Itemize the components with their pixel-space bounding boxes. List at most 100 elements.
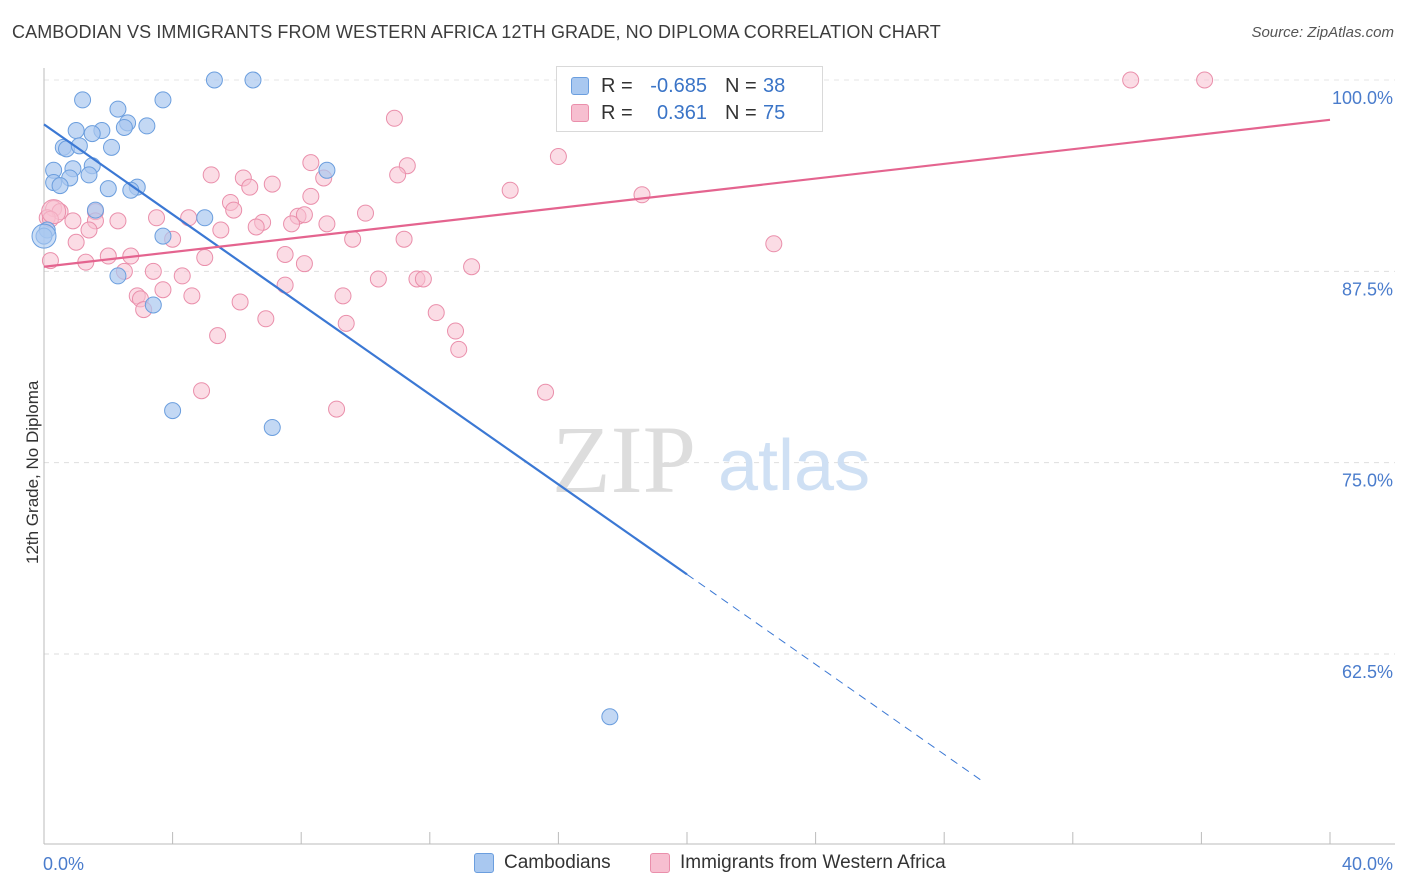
legend-label: Immigrants from Western Africa [680, 852, 946, 873]
cambodian-point [196, 209, 214, 227]
wafrica-point [99, 247, 117, 265]
wafrica-point [154, 281, 172, 299]
wafrica-point [173, 267, 191, 285]
cambodian-point [164, 402, 182, 420]
wafrica-point [276, 245, 294, 263]
cambodians-swatch [571, 77, 589, 95]
cambodian-point [86, 201, 104, 219]
wafrica-point [263, 175, 281, 193]
wafrica-trend-line [43, 118, 1331, 268]
wafrica-point [450, 340, 468, 358]
wafrica-point [765, 235, 783, 253]
wafrica-point [67, 233, 85, 251]
wafrica-point [549, 148, 567, 166]
cambodian-points [31, 71, 619, 726]
cambodian-point [138, 117, 156, 135]
stats-row-wafrica: R = 0.361 N = 75 [571, 100, 785, 126]
cambodian-point [109, 100, 127, 118]
wafrica-point [414, 270, 432, 288]
wafrica-point [202, 166, 220, 184]
wafrica-point [1122, 71, 1140, 89]
wafrica-point [212, 221, 230, 239]
r-label: R = [601, 101, 633, 124]
wafrica-point [283, 215, 301, 233]
y-tick-label: 87.5% [1342, 279, 1393, 299]
cambodian-point [31, 223, 57, 249]
wafrica-point [180, 209, 198, 227]
x-tick-label-min: 0.0% [43, 854, 84, 874]
wafrica-point [389, 166, 407, 184]
tick-labels: 62.5% 75.0% 87.5% 100.0% 0.0% 40.0% [43, 88, 1393, 874]
x-tick-label-max: 40.0% [1342, 854, 1393, 874]
cambodian-point [144, 296, 162, 314]
y-tick-label: 100.0% [1332, 88, 1393, 108]
wafrica-point [302, 187, 320, 205]
wafrica-point [247, 218, 265, 236]
series-legend: Cambodians Immigrants from Western Afric… [0, 852, 1406, 878]
n-value: 75 [763, 101, 786, 124]
y-tick-label: 62.5% [1342, 662, 1393, 682]
cambodians-trend-line [43, 123, 688, 576]
wafrica-point [193, 382, 211, 400]
wafrica-point [80, 221, 98, 239]
wafrica-swatch [571, 104, 589, 122]
axes [43, 68, 1395, 845]
legend-item-cambodians[interactable]: Cambodians [474, 852, 611, 874]
wafrica-point [257, 310, 275, 328]
r-value: -0.685 [650, 74, 707, 97]
wafrica-point [302, 154, 320, 172]
cambodian-point [67, 122, 85, 140]
cambodians-legend-swatch [474, 853, 494, 873]
wafrica-point [537, 383, 555, 401]
cambodian-point [80, 166, 98, 184]
cambodian-point [318, 161, 336, 179]
wafrica-point [241, 178, 259, 196]
source-label: Source: ZipAtlas.com [1251, 24, 1394, 41]
trend-lines [43, 118, 1331, 782]
n-label: N = [725, 101, 757, 124]
wafrica-point [357, 204, 374, 222]
r-label: R = [601, 74, 633, 97]
wafrica-point [501, 181, 519, 199]
watermark: ZIP atlas [552, 406, 870, 513]
cambodian-point [601, 708, 619, 726]
cambodian-point [103, 138, 121, 156]
wafrica-point [196, 249, 214, 267]
cambodian-point [70, 137, 88, 155]
cambodian-point [154, 91, 172, 109]
stats-legend: R = -0.685 N = 38 R = 0.361 N = 75 [556, 66, 823, 132]
legend-item-wafrica[interactable]: Immigrants from Western Africa [650, 852, 946, 874]
n-value: 38 [763, 74, 786, 97]
wafrica-point [369, 270, 387, 288]
watermark-zip: ZIP [552, 406, 696, 513]
wafrica-point [231, 293, 249, 311]
legend-label: Cambodians [504, 852, 611, 873]
wafrica-point [41, 199, 67, 225]
cambodians-trend-extension [686, 573, 984, 782]
wafrica-point [144, 262, 162, 280]
cambodian-point [115, 118, 133, 136]
cambodian-point [154, 227, 172, 245]
wafrica-point [447, 322, 465, 340]
wafrica-point [209, 327, 227, 345]
wafrica-point [344, 230, 362, 248]
watermark-atlas: atlas [718, 426, 870, 506]
wafrica-point [295, 206, 313, 224]
n-label: N = [725, 74, 757, 97]
cambodian-point [244, 71, 262, 89]
cambodian-point [74, 91, 92, 109]
wafrica-point [295, 255, 313, 273]
wafrica-point [109, 212, 127, 230]
cambodian-point [263, 418, 281, 436]
cambodian-point [109, 267, 127, 285]
wafrica-point [1196, 71, 1214, 89]
chart-title: CAMBODIAN VS IMMIGRANTS FROM WESTERN AFR… [12, 22, 941, 42]
gridlines [44, 79, 1395, 655]
wafrica-point [148, 209, 166, 227]
wafrica-point [328, 400, 346, 418]
wafrica-point [334, 287, 352, 305]
stats-row-cambodians: R = -0.685 N = 38 [571, 73, 785, 99]
wafrica-point [385, 109, 403, 127]
wafrica-point [183, 287, 201, 305]
